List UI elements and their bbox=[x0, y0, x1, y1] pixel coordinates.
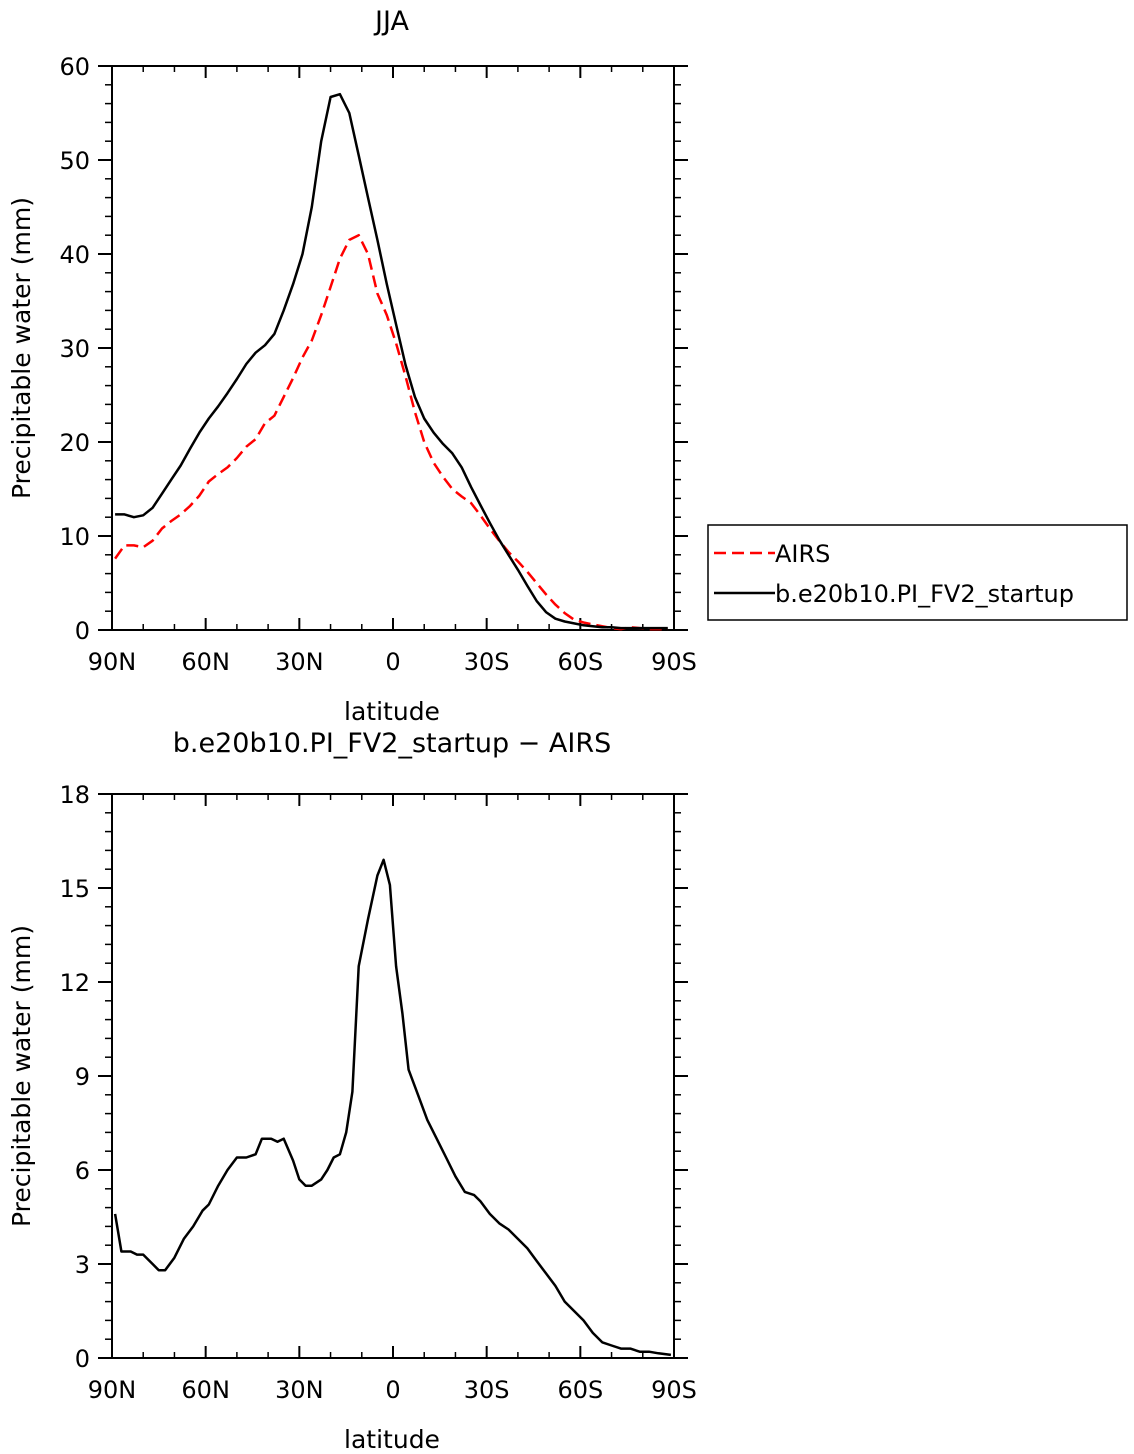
top-y-tick-label: 60 bbox=[59, 53, 90, 81]
top-x-tick-label: 90N bbox=[88, 648, 137, 676]
top-x-tick-label: 60S bbox=[557, 648, 603, 676]
top-series-group bbox=[114, 92, 668, 631]
top-y-tick-label: 20 bbox=[59, 429, 90, 457]
bottom-y-tick-label: 9 bbox=[75, 1063, 90, 1091]
top-plot-frame bbox=[111, 65, 675, 631]
bottom-y-tick-label: 3 bbox=[75, 1251, 90, 1279]
bottom-chart-title: b.e20b10.PI_FV2_startup − AIRS bbox=[173, 728, 611, 759]
top-x-tick-label: 90S bbox=[651, 648, 697, 676]
bottom-series-line-0 bbox=[113, 858, 672, 1357]
bottom-x-tick-label: 60N bbox=[181, 1376, 230, 1404]
top-series-line-0 bbox=[114, 233, 668, 631]
bottom-x-tick-label: 90S bbox=[651, 1376, 697, 1404]
top-panel: JJA 90N 60N 30N 0 30S 60S 90S 0 10 20 30 40 50 60 lat… bbox=[7, 6, 1128, 726]
bottom-x-tick-label: 0 bbox=[385, 1376, 400, 1404]
legend-airs-label: AIRS bbox=[775, 540, 830, 568]
bottom-x-tick-label: 30N bbox=[275, 1376, 324, 1404]
top-x-tick-label: 60N bbox=[181, 648, 230, 676]
top-y-tick-label: 0 bbox=[75, 617, 90, 645]
bottom-panel: b.e20b10.PI_FV2_startup − AIRS 90N 60N 30N… bbox=[7, 728, 697, 1454]
top-chart-title: JJA bbox=[373, 6, 409, 37]
bottom-x-tick-label: 60S bbox=[557, 1376, 603, 1404]
bottom-axis-ticks: 90N 60N 30N 0 30S 60S 90S 0 3 6 9 12 15 18 bbox=[59, 781, 696, 1404]
top-x-axis-label: latitude bbox=[344, 697, 440, 726]
legend-box bbox=[707, 524, 1128, 621]
bottom-x-tick-label: 90N bbox=[88, 1376, 137, 1404]
bottom-y-tick-label: 12 bbox=[59, 969, 90, 997]
bottom-x-axis-label: latitude bbox=[344, 1425, 440, 1454]
top-x-tick-label: 30N bbox=[275, 648, 324, 676]
top-y-tick-label: 40 bbox=[59, 241, 90, 269]
top-y-tick-label: 50 bbox=[59, 147, 90, 175]
top-y-tick-label: 10 bbox=[59, 523, 90, 551]
bottom-y-tick-label: 6 bbox=[75, 1157, 90, 1185]
top-y-tick-label: 30 bbox=[59, 335, 90, 363]
top-axis-ticks: 90N 60N 30N 0 30S 60S 90S 0 10 20 30 40 50 60 bbox=[59, 53, 696, 676]
bottom-y-axis-label: Precipitable water (mm) bbox=[7, 925, 36, 1227]
bottom-y-tick-label: 0 bbox=[75, 1345, 90, 1373]
top-x-tick-label: 0 bbox=[385, 648, 400, 676]
bottom-y-tick-label: 15 bbox=[59, 875, 90, 903]
top-series-line-1 bbox=[115, 92, 668, 630]
legend-model-label: b.e20b10.PI_FV2_startup bbox=[775, 580, 1074, 608]
bottom-series-group bbox=[113, 858, 672, 1357]
bottom-plot-frame bbox=[111, 793, 675, 1359]
bottom-y-tick-label: 18 bbox=[59, 781, 90, 809]
bottom-x-tick-label: 30S bbox=[464, 1376, 510, 1404]
top-x-tick-label: 30S bbox=[464, 648, 510, 676]
legend: AIRS b.e20b10.PI_FV2_startup bbox=[707, 524, 1128, 621]
top-y-axis-label: Precipitable water (mm) bbox=[7, 197, 36, 499]
